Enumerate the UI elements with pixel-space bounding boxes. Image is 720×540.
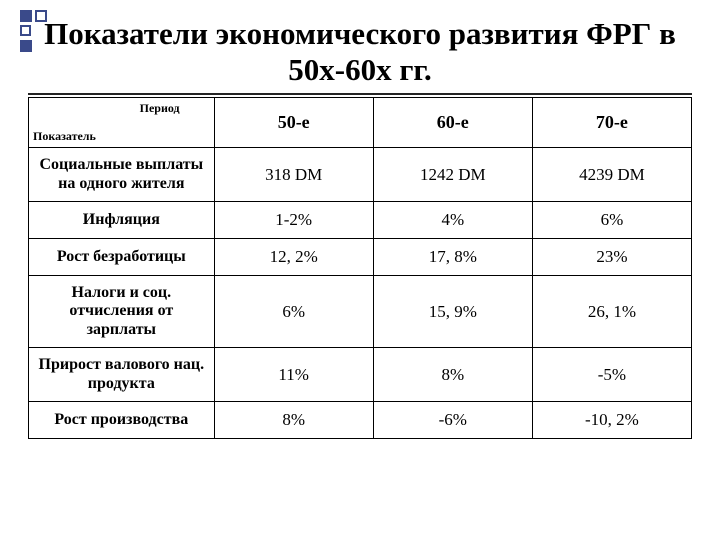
table-cell: 1242 DM xyxy=(373,148,532,202)
table-cell: 6% xyxy=(214,276,373,348)
table-cell: 1-2% xyxy=(214,202,373,239)
table-cell: -6% xyxy=(373,402,532,439)
corner-decoration xyxy=(20,10,56,52)
table-col-header: 60-е xyxy=(373,98,532,148)
table-cell: 8% xyxy=(373,348,532,402)
table-header-row: Период Показатель 50-е 60-е 70-е xyxy=(29,98,692,148)
corner-label-period: Период xyxy=(140,101,180,116)
table-cell: -10, 2% xyxy=(532,402,691,439)
table-row: Прирост валового нац. продукта 11% 8% -5… xyxy=(29,348,692,402)
corner-label-indicator: Показатель xyxy=(33,129,96,144)
table-cell: 6% xyxy=(532,202,691,239)
square-icon xyxy=(20,40,32,52)
table-cell: -5% xyxy=(532,348,691,402)
table-cell: 12, 2% xyxy=(214,239,373,276)
table-cell: 11% xyxy=(214,348,373,402)
table-row-header: Социальные выплаты на одного жителя xyxy=(29,148,215,202)
square-icon xyxy=(34,25,46,37)
table-cell: 23% xyxy=(532,239,691,276)
square-icon xyxy=(20,10,32,22)
table-row: Рост безработицы 12, 2% 17, 8% 23% xyxy=(29,239,692,276)
table-row-header: Инфляция xyxy=(29,202,215,239)
table-col-header: 70-е xyxy=(532,98,691,148)
table-cell: 17, 8% xyxy=(373,239,532,276)
table-col-header: 50-е xyxy=(214,98,373,148)
table-row-header: Рост производства xyxy=(29,402,215,439)
table-cell: 4239 DM xyxy=(532,148,691,202)
table-cell: 26, 1% xyxy=(532,276,691,348)
table-row: Социальные выплаты на одного жителя 318 … xyxy=(29,148,692,202)
table-row-header: Налоги и соц. отчисления от зарплаты xyxy=(29,276,215,348)
square-icon xyxy=(35,10,47,22)
table-row: Рост производства 8% -6% -10, 2% xyxy=(29,402,692,439)
table-row: Налоги и соц. отчисления от зарплаты 6% … xyxy=(29,276,692,348)
data-table: Период Показатель 50-е 60-е 70-е Социаль… xyxy=(28,97,692,439)
table-row-header: Прирост валового нац. продукта xyxy=(29,348,215,402)
square-icon xyxy=(20,25,31,36)
slide: Показатели экономического развития ФРГ в… xyxy=(0,0,720,540)
table-row-header: Рост безработицы xyxy=(29,239,215,276)
slide-title: Показатели экономического развития ФРГ в… xyxy=(28,16,692,95)
table-corner-cell: Период Показатель xyxy=(29,98,215,148)
table-row: Инфляция 1-2% 4% 6% xyxy=(29,202,692,239)
table-cell: 8% xyxy=(214,402,373,439)
table-cell: 318 DM xyxy=(214,148,373,202)
table-cell: 4% xyxy=(373,202,532,239)
table-cell: 15, 9% xyxy=(373,276,532,348)
